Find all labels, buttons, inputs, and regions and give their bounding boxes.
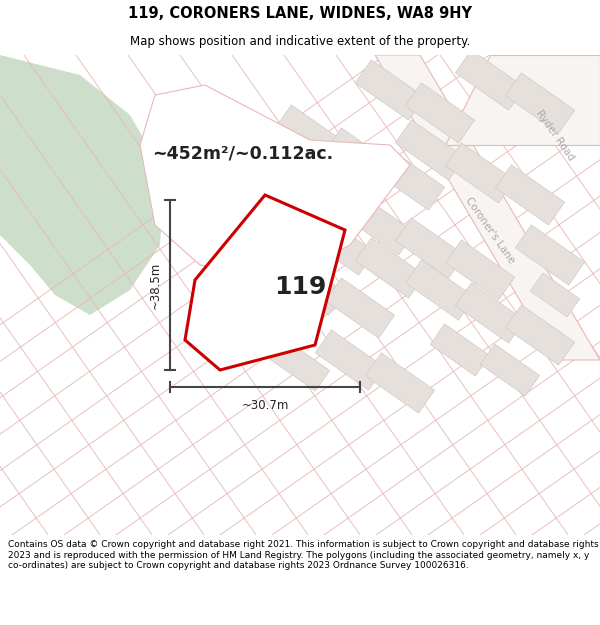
Text: ~30.7m: ~30.7m [241,399,289,412]
Polygon shape [481,344,539,396]
Text: Map shows position and indicative extent of the property.: Map shows position and indicative extent… [130,35,470,48]
Text: ~452m²/~0.112ac.: ~452m²/~0.112ac. [152,144,333,162]
Polygon shape [445,240,515,300]
Text: ~38.5m: ~38.5m [149,261,162,309]
Polygon shape [445,55,600,145]
Polygon shape [355,60,425,120]
Text: Contains OS data © Crown copyright and database right 2021. This information is : Contains OS data © Crown copyright and d… [8,541,598,570]
Polygon shape [275,105,344,165]
Polygon shape [355,238,425,298]
Polygon shape [530,273,580,317]
Polygon shape [245,290,314,350]
Polygon shape [305,215,374,275]
Text: Ryder Road: Ryder Road [534,108,576,162]
Polygon shape [505,305,575,365]
Polygon shape [406,260,475,320]
Polygon shape [430,324,490,376]
Polygon shape [316,330,385,390]
Polygon shape [395,218,464,278]
Text: Coroner's Lane: Coroner's Lane [463,195,517,265]
Polygon shape [376,150,445,210]
Polygon shape [325,128,395,188]
Polygon shape [375,55,600,360]
Polygon shape [365,353,434,413]
Text: 119: 119 [274,275,326,299]
Polygon shape [496,165,565,225]
Polygon shape [455,50,524,110]
Polygon shape [515,225,584,285]
Polygon shape [0,55,165,315]
Text: 119, CORONERS LANE, WIDNES, WA8 9HY: 119, CORONERS LANE, WIDNES, WA8 9HY [128,6,472,21]
Polygon shape [395,120,464,180]
Polygon shape [185,195,345,370]
Polygon shape [295,173,365,233]
Polygon shape [505,73,575,133]
Polygon shape [445,143,515,203]
Polygon shape [245,150,314,210]
Polygon shape [325,278,395,338]
Polygon shape [140,85,410,275]
Polygon shape [275,255,344,315]
Polygon shape [406,83,475,143]
Polygon shape [346,195,415,255]
Polygon shape [271,339,329,391]
Polygon shape [455,283,524,343]
